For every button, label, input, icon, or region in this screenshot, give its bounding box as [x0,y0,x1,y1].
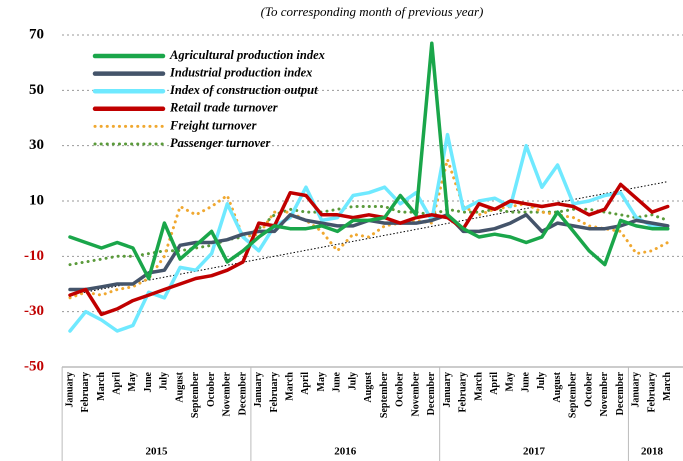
y-tick-label: -10 [24,248,44,264]
series-line [68,132,670,333]
legend-label: Industrial production index [169,65,312,79]
x-tick-label: August [363,371,374,402]
y-tick-label: 10 [29,192,44,208]
x-tick-label: April [489,372,500,395]
x-tick-label: October [583,371,594,407]
year-label: 2017 [523,446,546,458]
x-tick-label: November [410,371,421,416]
x-tick-label: October [395,371,406,407]
legend-label: Passenger turnover [170,136,270,150]
year-label: 2015 [146,446,169,458]
series-line [68,205,670,267]
chart-subtitle: (To corresponding month of previous year… [261,4,484,19]
x-tick-label: March [662,372,673,401]
year-label: 2016 [334,446,357,458]
x-tick-label: May [505,372,516,391]
y-tick-label: -30 [24,303,44,319]
year-label: 2018 [641,446,664,458]
x-tick-label: April [300,372,311,395]
x-tick-label: September [190,371,201,418]
series-line [68,41,670,281]
x-tick-label: January [64,372,75,408]
x-tick-label: November [599,371,610,416]
legend-label: Index of construction output [169,83,318,97]
x-tick-label: July [347,372,358,390]
series-line [68,182,670,317]
x-tick-label: April [111,372,122,395]
x-tick-label: February [269,372,280,413]
x-tick-label: June [520,371,531,392]
x-tick-label: July [159,372,170,390]
y-tick-label: -50 [24,358,44,374]
x-tick-label: January [442,372,453,408]
x-tick-label: February [646,372,657,413]
y-tick-label: 70 [29,26,44,42]
x-tick-label: August [174,371,185,402]
x-tick-label: March [96,372,107,401]
x-tick-label: March [473,372,484,401]
y-tick-label: 50 [29,82,44,98]
y-tick-label: 30 [29,137,44,153]
x-tick-label: June [332,371,343,392]
x-tick-label: February [458,372,469,413]
x-tick-label: May [127,372,138,391]
x-tick-label: September [379,371,390,418]
series-line [68,158,670,300]
x-tick-label: July [536,372,547,390]
x-tick-label: September [568,371,579,418]
x-tick-label: January [253,372,264,408]
x-tick-label: January [631,372,642,408]
legend-label: Retail trade turnover [169,101,278,115]
x-tick-label: August [552,371,563,402]
x-tick-label: June [143,371,154,392]
x-tick-label: December [237,371,248,415]
x-tick-label: December [615,371,626,415]
x-tick-label: March [285,372,296,401]
x-tick-label: November [222,371,233,416]
legend-label: Freight turnover [169,118,257,132]
x-tick-label: May [316,372,327,391]
x-tick-label: February [80,372,91,413]
x-tick-label: December [426,371,437,415]
legend-label: Agricultural production index [169,48,325,62]
x-tick-label: October [206,371,217,407]
